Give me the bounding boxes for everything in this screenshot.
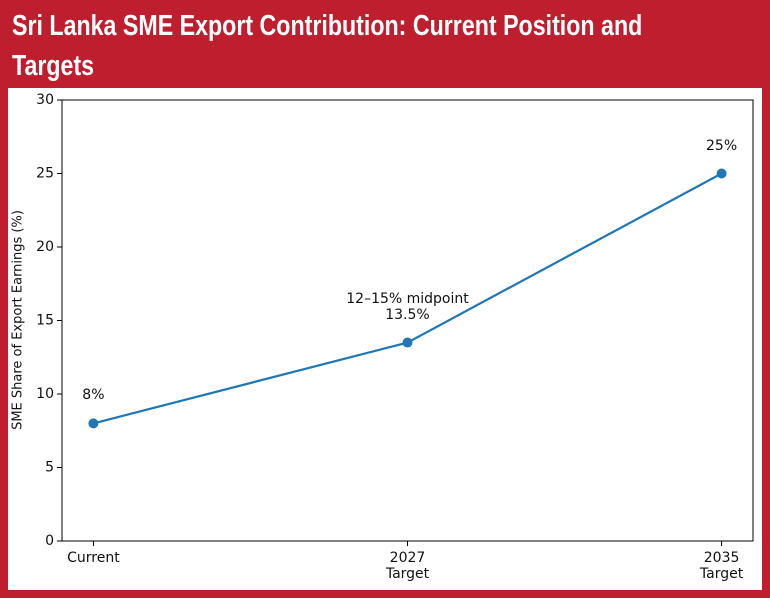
- value-label: 8%: [82, 387, 105, 404]
- y-tick-label: 30: [36, 92, 54, 108]
- value-label: 12–15% midpoint 13.5%: [346, 290, 469, 323]
- x-tick-label: 2035 Target: [699, 550, 744, 582]
- y-tick-label: 20: [36, 239, 54, 255]
- data-point: [716, 168, 727, 179]
- x-tick-label: 2027 Target: [385, 550, 430, 582]
- y-tick-label: 25: [36, 166, 54, 182]
- y-tick-label: 0: [45, 533, 54, 549]
- y-axis-label: SME Share of Export Earnings (%): [11, 210, 26, 430]
- data-point: [88, 418, 99, 429]
- chart-panel: [8, 88, 762, 590]
- y-tick-label: 5: [45, 460, 54, 476]
- y-tick-label: 15: [36, 313, 54, 329]
- chart-title: Sri Lanka SME Export Contribution: Curre…: [12, 10, 643, 82]
- data-point: [402, 337, 413, 348]
- x-tick-label: Current: [67, 550, 120, 566]
- value-label: 25%: [706, 137, 738, 154]
- y-tick-label: 10: [36, 386, 54, 402]
